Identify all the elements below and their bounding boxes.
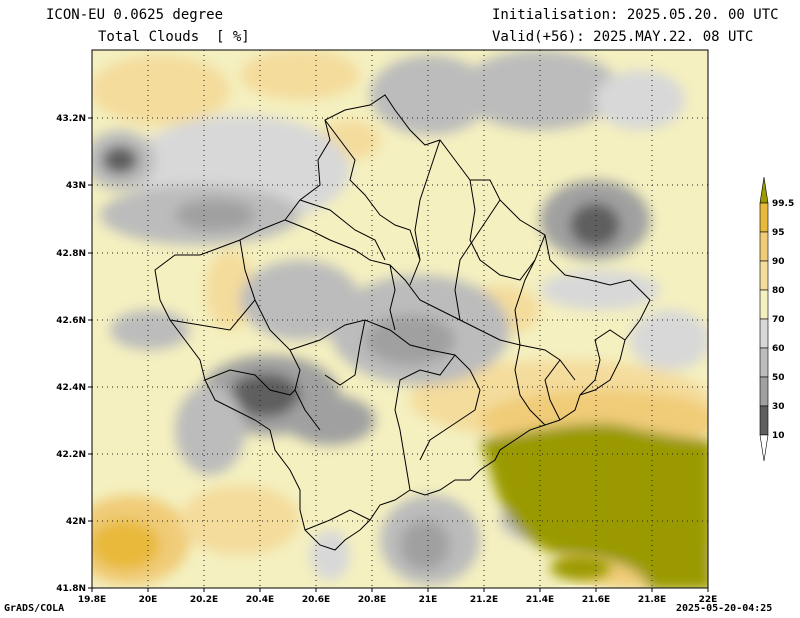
cloud-field (92, 50, 708, 588)
init-time: Initialisation: 2025.05.20. 00 UTC (492, 7, 779, 23)
borders (154, 94, 651, 551)
colorbar-label: 70 (772, 315, 785, 325)
lat-tick-label: 43.2N (56, 114, 86, 124)
colorbar-segment (759, 202, 769, 233)
lon-tick-label: 21.8E (638, 595, 666, 605)
lon-tick-label: 20.4E (246, 595, 274, 605)
colorbar-segment (759, 260, 769, 291)
lat-tick-label: 41.8N (56, 584, 86, 594)
field-title: Total Clouds [ %] (98, 29, 250, 45)
lon-tick-label: 19.8E (78, 595, 106, 605)
lon-tick-label: 20.6E (302, 595, 330, 605)
lat-tick-label: 42.8N (56, 249, 86, 259)
lon-axis: 19.8E 20E 20.2E 20.4E 20.6E 20.8E 21E 21.2E 21.4… (78, 588, 718, 605)
colorbar-label: 80 (772, 286, 785, 296)
colorbar-segment (759, 318, 769, 349)
lat-tick-label: 42.6N (56, 316, 86, 326)
colorbar-segment (759, 376, 769, 407)
lat-tick-label: 42.2N (56, 450, 86, 460)
colorbar-label: 50 (772, 373, 785, 383)
colorbar-bottom-arrow (759, 434, 769, 462)
render-timestamp: 2025-05-20-04:25 (676, 603, 773, 614)
colorbar-segment (759, 405, 769, 436)
lon-tick-label: 21.2E (470, 595, 498, 605)
colorbar-label: 10 (772, 431, 785, 441)
colorbar: 99.5 95 90 80 70 60 50 30 10 (759, 176, 794, 462)
lon-tick-label: 20E (139, 595, 158, 605)
lon-tick-label: 21E (419, 595, 438, 605)
colorbar-label: 99.5 (772, 199, 794, 209)
lat-tick-label: 43N (66, 181, 86, 191)
colorbar-label: 60 (772, 344, 785, 354)
lon-tick-label: 21.4E (526, 595, 554, 605)
colorbar-label: 90 (772, 257, 785, 267)
lon-tick-label: 20.8E (358, 595, 386, 605)
lat-tick-label: 42.4N (56, 383, 86, 393)
valid-time: Valid(+56): 2025.MAY.22. 08 UTC (492, 29, 754, 45)
lon-tick-label: 20.2E (190, 595, 218, 605)
colorbar-label: 30 (772, 402, 785, 412)
lat-tick-label: 42N (66, 517, 86, 527)
colorbar-segment (759, 289, 769, 320)
lat-axis: 43.2N 43N 42.8N 42.6N 42.4N 42.2N 42N 41.8N (56, 114, 92, 594)
lon-tick-label: 22E (699, 595, 718, 605)
model-title: ICON-EU 0.0625 degree (46, 7, 224, 23)
grads-credit: GrADS/COLA (4, 603, 65, 614)
colorbar-segment (759, 231, 769, 262)
colorbar-segment (759, 347, 769, 378)
colorbar-label: 95 (772, 228, 785, 238)
lon-tick-label: 21.6E (582, 595, 610, 605)
map-frame (91, 49, 709, 589)
colorbar-top-arrow (759, 176, 769, 204)
